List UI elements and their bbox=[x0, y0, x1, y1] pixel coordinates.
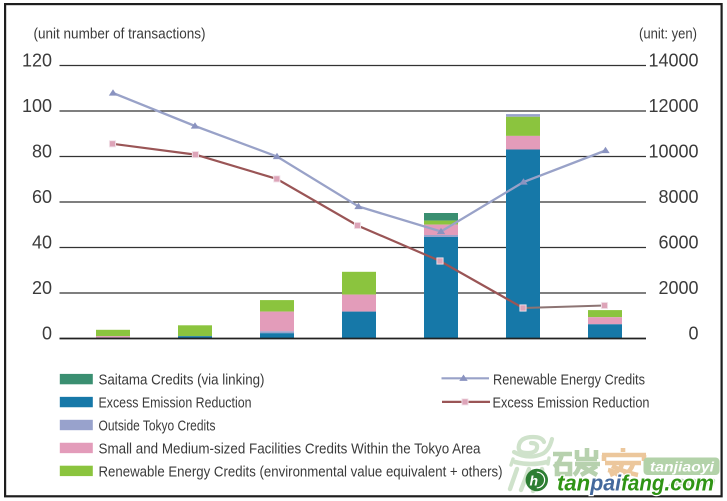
svg-text:0: 0 bbox=[42, 324, 52, 344]
svg-text:2000: 2000 bbox=[658, 278, 698, 298]
svg-text:Outside Tokyo Credits: Outside Tokyo Credits bbox=[99, 417, 216, 434]
svg-text:10000: 10000 bbox=[648, 142, 698, 162]
svg-text:Excess Emission Reduction: Excess Emission Reduction bbox=[99, 394, 252, 411]
svg-text:80: 80 bbox=[32, 142, 52, 162]
svg-text:0: 0 bbox=[688, 324, 698, 344]
svg-text:40: 40 bbox=[32, 233, 52, 253]
svg-text:Saitama Credits (via linking): Saitama Credits (via linking) bbox=[99, 372, 265, 389]
svg-text:100: 100 bbox=[22, 96, 52, 116]
svg-text:pai: pai bbox=[589, 471, 622, 496]
svg-text:8000: 8000 bbox=[658, 187, 698, 207]
svg-text:(unit number of transactions): (unit number of transactions) bbox=[34, 26, 206, 43]
svg-text:6000: 6000 bbox=[658, 233, 698, 253]
svg-text:Small and Medium-sized Facilit: Small and Medium-sized Facilities Credit… bbox=[99, 440, 482, 457]
svg-text:120: 120 bbox=[22, 51, 52, 71]
svg-text:Excess Emission Reduction: Excess Emission Reduction bbox=[493, 395, 650, 412]
svg-text:fang: fang bbox=[621, 471, 665, 496]
svg-text:h: h bbox=[530, 473, 539, 489]
svg-text:(unit: yen): (unit: yen) bbox=[639, 26, 697, 43]
svg-text:tan: tan bbox=[557, 471, 590, 496]
svg-text:.com: .com bbox=[664, 471, 714, 496]
svg-text:12000: 12000 bbox=[648, 96, 698, 116]
svg-text:Renewable Energy Credits: Renewable Energy Credits bbox=[493, 371, 645, 388]
svg-text:14000: 14000 bbox=[648, 51, 698, 71]
svg-text:Renewable Energy Credits (envi: Renewable Energy Credits (environmental … bbox=[99, 463, 503, 480]
svg-text:tanjiaoyi: tanjiaoyi bbox=[650, 459, 715, 475]
svg-text:20: 20 bbox=[32, 278, 52, 298]
svg-text:60: 60 bbox=[32, 187, 52, 207]
svg-text:.com: .com bbox=[668, 473, 716, 489]
